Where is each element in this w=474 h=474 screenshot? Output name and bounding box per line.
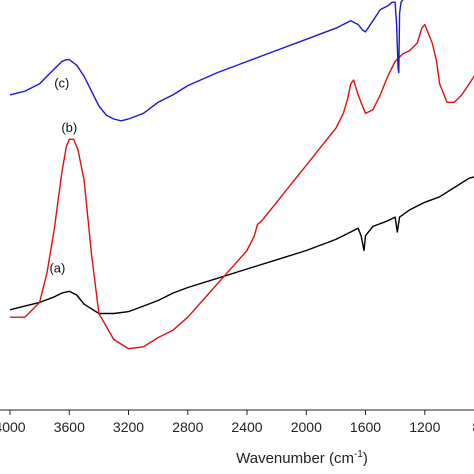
plot-area: (a) (b) (c)	[9, 0, 474, 350]
x-axis-title-text: Wavenumber (cm	[236, 450, 354, 467]
x-tick-label-6: 1600	[350, 419, 381, 435]
x-tick-label-7: 1200	[409, 419, 440, 435]
x-axis-title: Wavenumber (cm-1)	[236, 449, 368, 467]
x-axis-title-close: )	[363, 450, 368, 467]
x-tick-label-8: 800	[472, 419, 474, 435]
x-axis-title-sup: -1	[354, 449, 363, 460]
series-line-0	[9, 176, 474, 315]
series-line-2	[9, 0, 404, 122]
curve-label-0: (a)	[49, 261, 65, 276]
x-tick-label-2: 3200	[113, 419, 144, 435]
curve-labels: (a) (b) (c)	[49, 76, 77, 276]
series-line-1	[10, 23, 474, 350]
x-axis-ticks: 4000 3600 3200 2800 2400 2000 1600 1200 800	[0, 410, 474, 435]
x-tick-label-3: 2800	[172, 419, 203, 435]
curve-label-2: (c)	[54, 76, 69, 91]
x-tick-label-0: 4000	[0, 419, 26, 435]
x-tick-label-1: 3600	[54, 419, 85, 435]
series-layer	[9, 0, 474, 350]
x-tick-label-4: 2400	[231, 419, 262, 435]
curve-label-1: (b)	[61, 120, 77, 135]
x-tick-label-5: 2000	[291, 419, 322, 435]
